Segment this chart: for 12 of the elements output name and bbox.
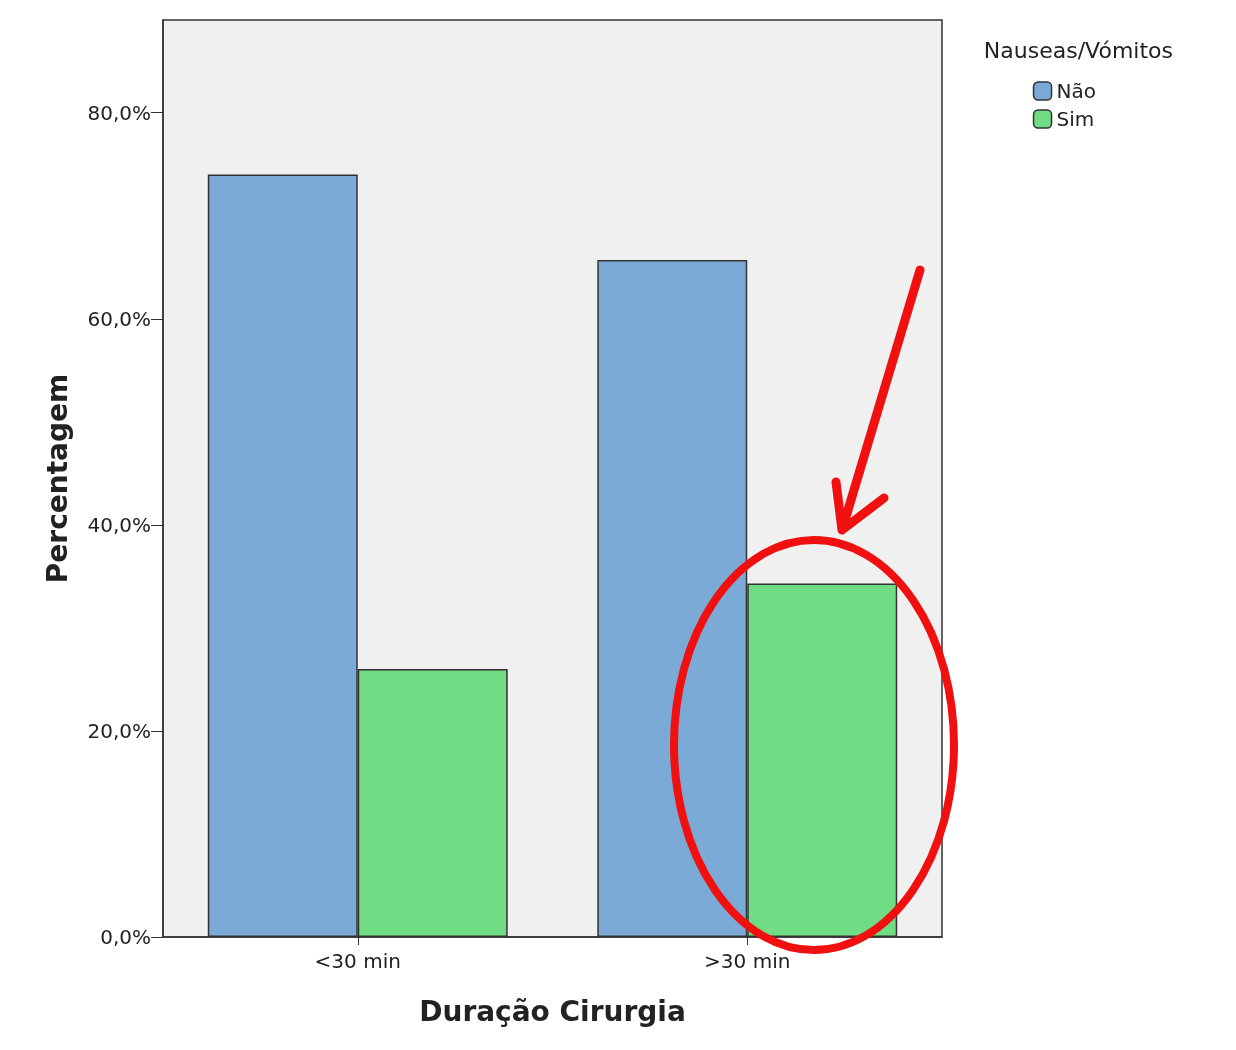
y-tick-label: 40,0%	[87, 512, 151, 537]
x-tick-label: >30 min	[704, 949, 791, 973]
legend-label: Sim	[1056, 107, 1095, 131]
y-tick-label: 80,0%	[87, 100, 151, 125]
y-axis-title: Percentagem	[40, 373, 74, 584]
y-tick-label: 20,0%	[87, 718, 151, 743]
x-axis-title: Duração Cirurgia	[419, 994, 686, 1028]
legend-label: Não	[1056, 79, 1096, 103]
y-tick-label: 0,0%	[100, 925, 151, 949]
y-tick-label: 60,0%	[87, 306, 151, 331]
x-tick-label: <30 min	[314, 949, 401, 973]
legend-title: Nauseas/Vómitos	[983, 37, 1174, 63]
